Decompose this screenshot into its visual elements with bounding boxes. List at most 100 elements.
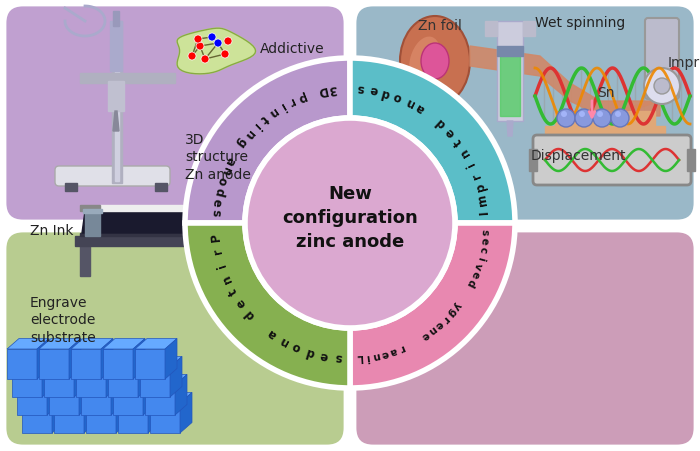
Text: r: r bbox=[211, 247, 225, 256]
Text: o: o bbox=[290, 340, 303, 354]
Polygon shape bbox=[110, 21, 122, 71]
Polygon shape bbox=[507, 121, 513, 136]
Polygon shape bbox=[118, 392, 160, 403]
Polygon shape bbox=[106, 356, 118, 397]
Polygon shape bbox=[497, 46, 523, 56]
Text: t: t bbox=[226, 285, 241, 297]
Polygon shape bbox=[80, 205, 100, 211]
Polygon shape bbox=[523, 21, 535, 36]
Polygon shape bbox=[113, 111, 119, 131]
Polygon shape bbox=[86, 403, 116, 433]
Polygon shape bbox=[81, 385, 111, 415]
Text: Zn Ink: Zn Ink bbox=[30, 224, 74, 238]
Text: e: e bbox=[442, 125, 457, 139]
Wedge shape bbox=[350, 223, 515, 388]
Text: n: n bbox=[241, 127, 256, 142]
Polygon shape bbox=[17, 385, 47, 415]
Text: t: t bbox=[451, 136, 465, 148]
Text: d: d bbox=[211, 186, 226, 197]
Polygon shape bbox=[108, 367, 138, 397]
Text: i: i bbox=[365, 352, 370, 362]
Text: g: g bbox=[445, 306, 458, 318]
Text: a: a bbox=[389, 345, 398, 357]
Polygon shape bbox=[65, 183, 77, 191]
FancyBboxPatch shape bbox=[355, 5, 695, 221]
Polygon shape bbox=[545, 111, 665, 141]
Text: Addictive: Addictive bbox=[260, 42, 325, 56]
Text: i: i bbox=[215, 261, 228, 269]
Polygon shape bbox=[500, 51, 520, 116]
Text: n: n bbox=[219, 272, 234, 285]
Text: P: P bbox=[209, 232, 223, 242]
Circle shape bbox=[194, 35, 202, 43]
Polygon shape bbox=[83, 209, 102, 213]
Polygon shape bbox=[113, 11, 119, 26]
Text: p: p bbox=[473, 181, 487, 193]
Circle shape bbox=[221, 50, 229, 58]
Polygon shape bbox=[175, 374, 187, 415]
Text: i: i bbox=[276, 100, 287, 113]
Polygon shape bbox=[44, 356, 86, 367]
Polygon shape bbox=[44, 367, 74, 397]
Polygon shape bbox=[22, 403, 52, 433]
Text: a: a bbox=[414, 100, 428, 115]
Polygon shape bbox=[81, 374, 123, 385]
Polygon shape bbox=[85, 211, 100, 236]
Text: r: r bbox=[286, 94, 297, 109]
Polygon shape bbox=[145, 374, 187, 385]
Text: s: s bbox=[209, 209, 222, 217]
Polygon shape bbox=[115, 23, 119, 181]
Circle shape bbox=[611, 109, 629, 127]
Text: I: I bbox=[478, 209, 491, 215]
Polygon shape bbox=[79, 374, 91, 415]
Polygon shape bbox=[140, 367, 170, 397]
Text: e: e bbox=[469, 270, 481, 280]
Text: p: p bbox=[295, 89, 307, 105]
Text: t: t bbox=[258, 112, 270, 126]
FancyBboxPatch shape bbox=[645, 18, 679, 99]
Text: r: r bbox=[469, 170, 483, 180]
Polygon shape bbox=[80, 73, 175, 83]
Circle shape bbox=[575, 109, 593, 127]
Text: d: d bbox=[304, 345, 316, 359]
Polygon shape bbox=[108, 81, 124, 111]
Polygon shape bbox=[470, 46, 660, 116]
Text: e: e bbox=[433, 318, 445, 331]
Text: 3: 3 bbox=[328, 82, 337, 96]
Circle shape bbox=[597, 111, 603, 117]
Polygon shape bbox=[22, 392, 64, 403]
Text: Sn: Sn bbox=[597, 86, 615, 100]
Text: n: n bbox=[372, 350, 382, 361]
Polygon shape bbox=[39, 349, 69, 379]
Polygon shape bbox=[170, 356, 182, 397]
Polygon shape bbox=[80, 236, 90, 276]
Circle shape bbox=[201, 55, 209, 63]
Text: 3D
structure
Zn anode: 3D structure Zn anode bbox=[185, 133, 251, 182]
Circle shape bbox=[196, 42, 204, 50]
FancyBboxPatch shape bbox=[355, 231, 695, 446]
Wedge shape bbox=[185, 58, 350, 223]
FancyBboxPatch shape bbox=[55, 166, 170, 186]
Polygon shape bbox=[37, 339, 49, 379]
Ellipse shape bbox=[654, 78, 670, 94]
Polygon shape bbox=[49, 385, 79, 415]
Text: n: n bbox=[218, 165, 233, 177]
Text: y: y bbox=[451, 299, 463, 311]
Circle shape bbox=[208, 33, 216, 41]
Polygon shape bbox=[7, 349, 37, 379]
Polygon shape bbox=[148, 392, 160, 433]
Ellipse shape bbox=[644, 68, 680, 104]
Polygon shape bbox=[529, 149, 537, 171]
Polygon shape bbox=[101, 339, 113, 379]
Text: i: i bbox=[464, 159, 478, 168]
Polygon shape bbox=[39, 339, 81, 349]
Text: n: n bbox=[265, 105, 280, 120]
Polygon shape bbox=[140, 356, 182, 367]
Text: r: r bbox=[398, 342, 406, 353]
Circle shape bbox=[557, 109, 575, 127]
Polygon shape bbox=[84, 392, 96, 433]
Text: e: e bbox=[234, 296, 249, 310]
Polygon shape bbox=[100, 205, 220, 211]
Text: d: d bbox=[465, 277, 477, 288]
Text: e: e bbox=[380, 348, 390, 359]
